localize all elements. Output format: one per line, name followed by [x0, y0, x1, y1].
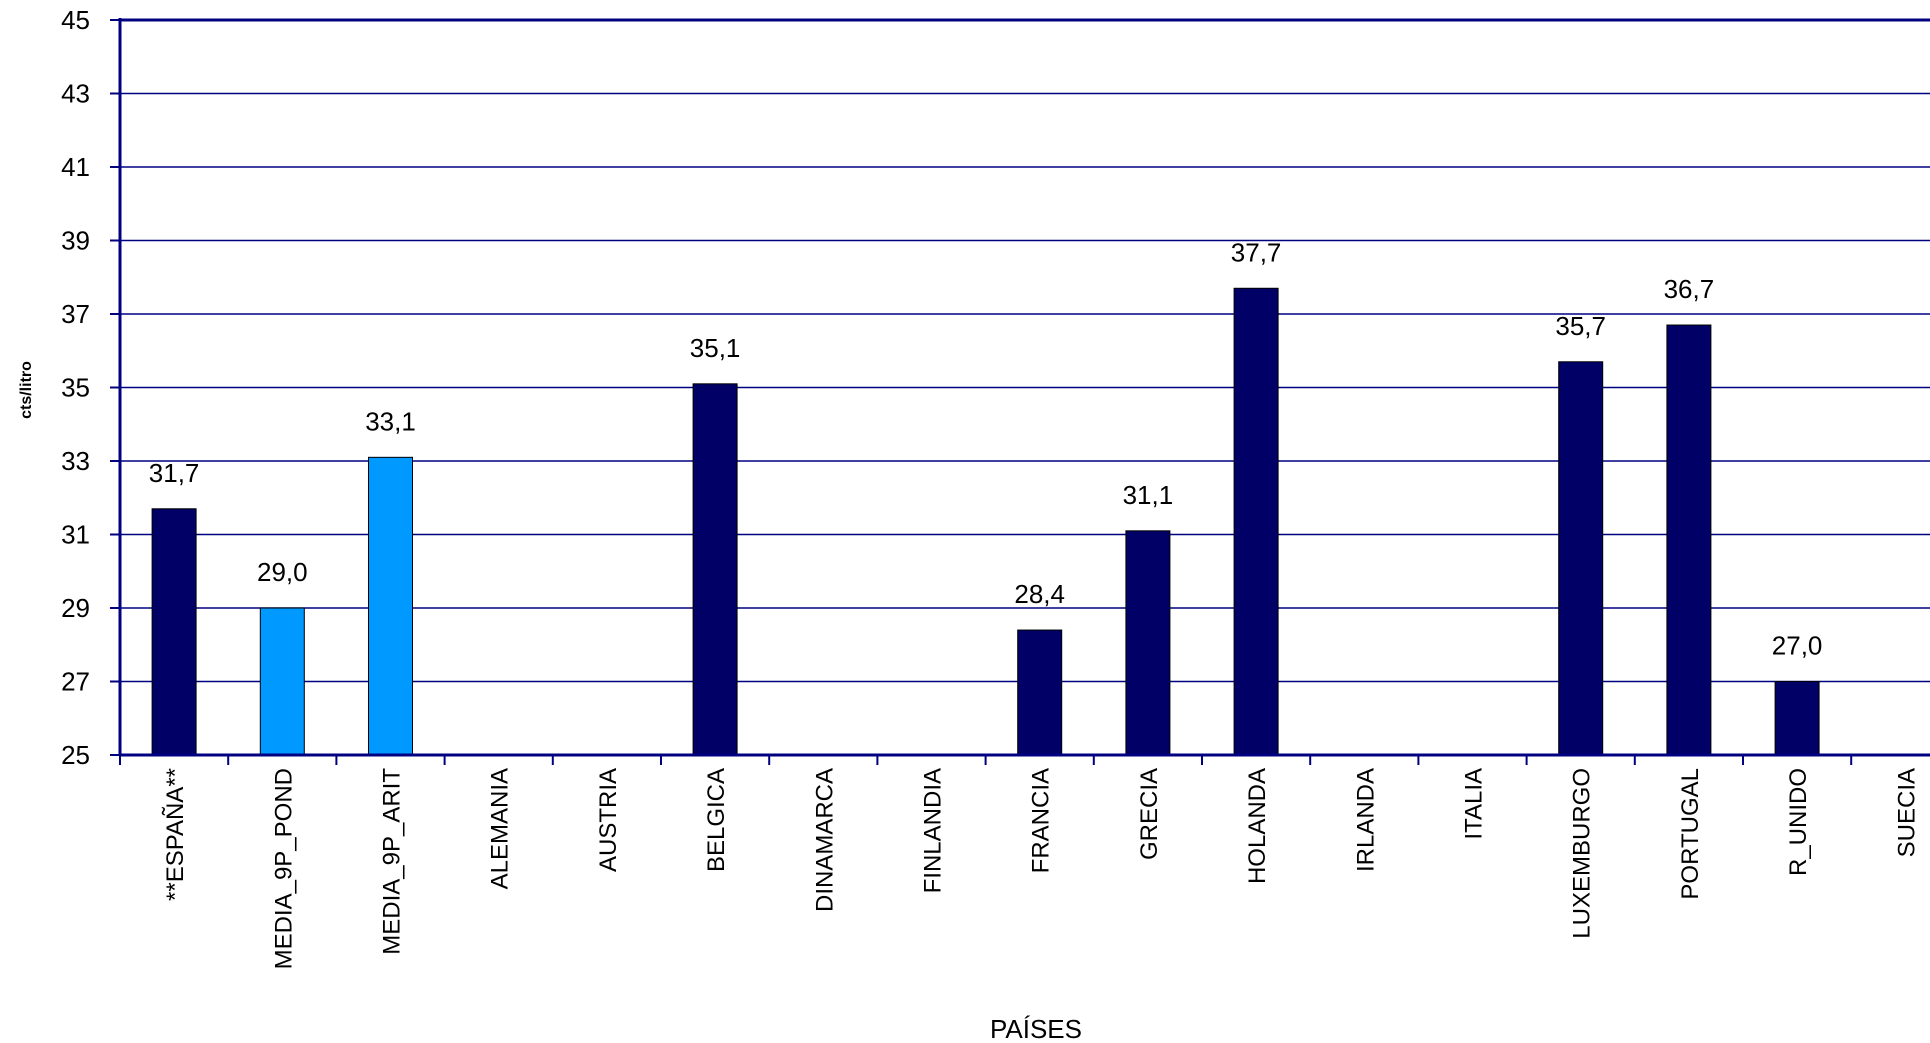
category-label: R_UNIDO [1785, 768, 1812, 876]
bars [151, 287, 1820, 756]
y-tick-label: 43 [61, 79, 90, 109]
category-label: GRECIA [1136, 768, 1163, 860]
data-labels: 31,7 29,0 33,1 35,1 28,4 31,1 37,7 35,7 36,7 27,0 [149, 237, 1823, 660]
bar [1017, 629, 1063, 756]
y-tick-label: 37 [61, 299, 90, 329]
axes [110, 18, 1930, 765]
category-label: **ESPAÑA** [162, 768, 189, 901]
data-label: 31,7 [149, 458, 200, 488]
data-label: 28,4 [1014, 579, 1065, 609]
category-label: AUSTRIA [595, 768, 622, 872]
data-label: 29,0 [257, 557, 308, 587]
category-label: HOLANDA [1244, 768, 1271, 884]
data-label: 31,1 [1123, 480, 1174, 510]
bar [1558, 361, 1604, 756]
category-label: FINLANDIA [920, 768, 947, 893]
data-label: 37,7 [1231, 237, 1282, 267]
data-label: 27,0 [1772, 631, 1823, 661]
data-label: 36,7 [1664, 274, 1715, 304]
category-label: ALEMANIA [487, 768, 514, 889]
y-tick-label: 29 [61, 593, 90, 623]
bar [1774, 681, 1820, 756]
category-label: DINAMARCA [811, 768, 838, 912]
y-tick-label: 33 [61, 446, 90, 476]
y-tick-label: 27 [61, 667, 90, 697]
bar [368, 456, 413, 756]
category-label: LUXEMBURGO [1569, 768, 1596, 939]
data-label: 35,7 [1555, 311, 1606, 341]
y-tick-labels: 25 27 29 31 33 35 37 39 41 43 45 [61, 5, 90, 770]
category-label: ITALIA [1461, 768, 1488, 840]
x-axis-title: PAÍSES [990, 1014, 1082, 1043]
bar [692, 383, 738, 756]
bar [1666, 324, 1712, 756]
y-tick-label: 39 [61, 226, 90, 256]
y-tick-label: 35 [61, 373, 90, 403]
data-label: 35,1 [690, 333, 741, 363]
bar [259, 607, 305, 756]
category-label: SUECIA [1893, 768, 1920, 857]
category-label: IRLANDA [1352, 768, 1379, 872]
y-tick-label: 25 [61, 740, 90, 770]
y-tick-label: 31 [61, 520, 90, 550]
bar [1125, 530, 1171, 756]
y-tick-label: 41 [61, 152, 90, 182]
category-label: FRANCIA [1028, 768, 1055, 873]
category-label: PORTUGAL [1677, 768, 1704, 900]
y-tick-label: 45 [61, 5, 90, 35]
category-labels: **ESPAÑA** MEDIA_9P_POND MEDIA_9P_ARIT ALEM… [162, 768, 1920, 970]
category-label: MEDIA_9P_ARIT [379, 768, 406, 955]
y-axis-title: cts/litro [18, 361, 35, 419]
category-label: BELGICA [703, 768, 730, 872]
category-label: MEDIA_9P_POND [270, 768, 297, 969]
data-label: 33,1 [365, 406, 416, 436]
bar [151, 508, 197, 756]
bar [1233, 287, 1279, 756]
